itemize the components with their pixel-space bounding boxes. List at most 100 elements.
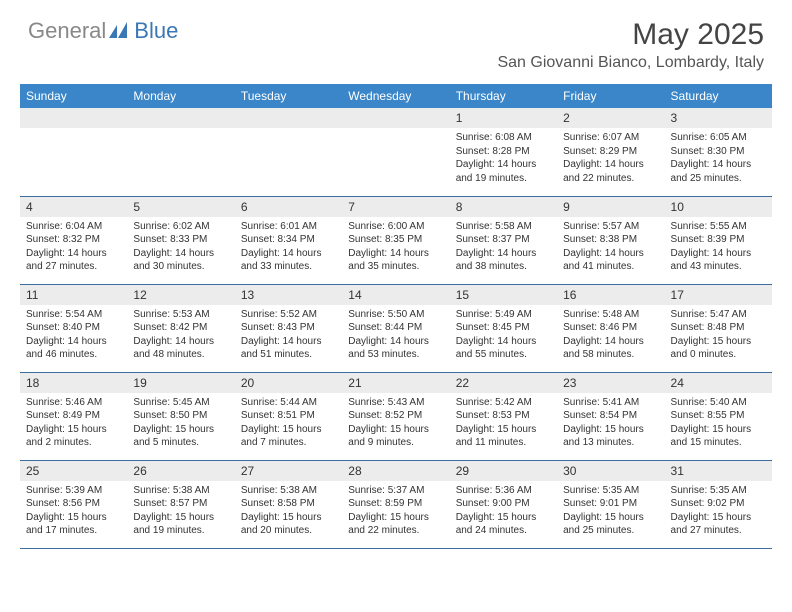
day-number: 21 <box>342 373 449 393</box>
day-number: 24 <box>665 373 772 393</box>
day-cell: 8Sunrise: 5:58 AMSunset: 8:37 PMDaylight… <box>450 196 557 284</box>
day-content: Sunrise: 5:41 AMSunset: 8:54 PMDaylight:… <box>557 393 664 456</box>
day-header: Monday <box>127 84 234 108</box>
day-content: Sunrise: 5:38 AMSunset: 8:58 PMDaylight:… <box>235 481 342 544</box>
day-content: Sunrise: 5:49 AMSunset: 8:45 PMDaylight:… <box>450 305 557 368</box>
day-cell: 4Sunrise: 6:04 AMSunset: 8:32 PMDaylight… <box>20 196 127 284</box>
page-header: General Blue May 2025 San Giovanni Bianc… <box>0 0 792 78</box>
day-content: Sunrise: 6:02 AMSunset: 8:33 PMDaylight:… <box>127 217 234 280</box>
day-number: 1 <box>450 108 557 128</box>
day-content: Sunrise: 5:43 AMSunset: 8:52 PMDaylight:… <box>342 393 449 456</box>
day-content: Sunrise: 5:37 AMSunset: 8:59 PMDaylight:… <box>342 481 449 544</box>
day-content: Sunrise: 5:40 AMSunset: 8:55 PMDaylight:… <box>665 393 772 456</box>
day-content: Sunrise: 5:54 AMSunset: 8:40 PMDaylight:… <box>20 305 127 368</box>
day-number: 16 <box>557 285 664 305</box>
day-cell: 30Sunrise: 5:35 AMSunset: 9:01 PMDayligh… <box>557 460 664 548</box>
day-content: Sunrise: 5:55 AMSunset: 8:39 PMDaylight:… <box>665 217 772 280</box>
day-number: 23 <box>557 373 664 393</box>
day-number: 13 <box>235 285 342 305</box>
day-number: 3 <box>665 108 772 128</box>
day-cell: 1Sunrise: 6:08 AMSunset: 8:28 PMDaylight… <box>450 108 557 196</box>
day-content: Sunrise: 6:05 AMSunset: 8:30 PMDaylight:… <box>665 128 772 191</box>
day-number: 20 <box>235 373 342 393</box>
day-cell <box>20 108 127 196</box>
day-number: 31 <box>665 461 772 481</box>
day-number <box>20 108 127 128</box>
day-cell: 19Sunrise: 5:45 AMSunset: 8:50 PMDayligh… <box>127 372 234 460</box>
day-cell: 10Sunrise: 5:55 AMSunset: 8:39 PMDayligh… <box>665 196 772 284</box>
month-title: May 2025 <box>497 18 764 52</box>
day-number: 11 <box>20 285 127 305</box>
day-content: Sunrise: 6:00 AMSunset: 8:35 PMDaylight:… <box>342 217 449 280</box>
day-header: Sunday <box>20 84 127 108</box>
day-content: Sunrise: 5:46 AMSunset: 8:49 PMDaylight:… <box>20 393 127 456</box>
week-row: 18Sunrise: 5:46 AMSunset: 8:49 PMDayligh… <box>20 372 772 460</box>
day-cell: 2Sunrise: 6:07 AMSunset: 8:29 PMDaylight… <box>557 108 664 196</box>
day-number <box>127 108 234 128</box>
day-number: 29 <box>450 461 557 481</box>
week-row: 11Sunrise: 5:54 AMSunset: 8:40 PMDayligh… <box>20 284 772 372</box>
brand-triangle-icon <box>109 20 131 43</box>
day-header: Friday <box>557 84 664 108</box>
brand-logo: General Blue <box>28 18 178 44</box>
day-number: 30 <box>557 461 664 481</box>
day-number: 25 <box>20 461 127 481</box>
day-cell: 5Sunrise: 6:02 AMSunset: 8:33 PMDaylight… <box>127 196 234 284</box>
location-subtitle: San Giovanni Bianco, Lombardy, Italy <box>497 54 764 72</box>
day-content: Sunrise: 5:35 AMSunset: 9:02 PMDaylight:… <box>665 481 772 544</box>
day-content: Sunrise: 5:39 AMSunset: 8:56 PMDaylight:… <box>20 481 127 544</box>
day-number: 27 <box>235 461 342 481</box>
day-cell: 3Sunrise: 6:05 AMSunset: 8:30 PMDaylight… <box>665 108 772 196</box>
day-cell: 13Sunrise: 5:52 AMSunset: 8:43 PMDayligh… <box>235 284 342 372</box>
day-cell: 24Sunrise: 5:40 AMSunset: 8:55 PMDayligh… <box>665 372 772 460</box>
day-content: Sunrise: 5:38 AMSunset: 8:57 PMDaylight:… <box>127 481 234 544</box>
day-number: 26 <box>127 461 234 481</box>
day-number: 18 <box>20 373 127 393</box>
day-cell <box>235 108 342 196</box>
day-header-row: SundayMondayTuesdayWednesdayThursdayFrid… <box>20 84 772 108</box>
day-content: Sunrise: 5:45 AMSunset: 8:50 PMDaylight:… <box>127 393 234 456</box>
week-row: 1Sunrise: 6:08 AMSunset: 8:28 PMDaylight… <box>20 108 772 196</box>
day-number: 6 <box>235 197 342 217</box>
week-row: 25Sunrise: 5:39 AMSunset: 8:56 PMDayligh… <box>20 460 772 548</box>
day-content: Sunrise: 5:36 AMSunset: 9:00 PMDaylight:… <box>450 481 557 544</box>
day-number: 8 <box>450 197 557 217</box>
day-content: Sunrise: 6:04 AMSunset: 8:32 PMDaylight:… <box>20 217 127 280</box>
day-number: 22 <box>450 373 557 393</box>
day-header: Tuesday <box>235 84 342 108</box>
week-row: 4Sunrise: 6:04 AMSunset: 8:32 PMDaylight… <box>20 196 772 284</box>
day-cell: 17Sunrise: 5:47 AMSunset: 8:48 PMDayligh… <box>665 284 772 372</box>
day-number: 14 <box>342 285 449 305</box>
day-cell: 16Sunrise: 5:48 AMSunset: 8:46 PMDayligh… <box>557 284 664 372</box>
day-cell: 25Sunrise: 5:39 AMSunset: 8:56 PMDayligh… <box>20 460 127 548</box>
day-content: Sunrise: 5:52 AMSunset: 8:43 PMDaylight:… <box>235 305 342 368</box>
calendar-table: SundayMondayTuesdayWednesdayThursdayFrid… <box>20 84 772 549</box>
day-number: 4 <box>20 197 127 217</box>
day-content: Sunrise: 6:01 AMSunset: 8:34 PMDaylight:… <box>235 217 342 280</box>
day-number: 17 <box>665 285 772 305</box>
day-cell <box>342 108 449 196</box>
day-cell: 29Sunrise: 5:36 AMSunset: 9:00 PMDayligh… <box>450 460 557 548</box>
day-header: Thursday <box>450 84 557 108</box>
day-number: 5 <box>127 197 234 217</box>
day-number: 28 <box>342 461 449 481</box>
day-content: Sunrise: 5:47 AMSunset: 8:48 PMDaylight:… <box>665 305 772 368</box>
day-cell: 23Sunrise: 5:41 AMSunset: 8:54 PMDayligh… <box>557 372 664 460</box>
day-content: Sunrise: 6:07 AMSunset: 8:29 PMDaylight:… <box>557 128 664 191</box>
day-content: Sunrise: 5:53 AMSunset: 8:42 PMDaylight:… <box>127 305 234 368</box>
day-content: Sunrise: 6:08 AMSunset: 8:28 PMDaylight:… <box>450 128 557 191</box>
day-header: Saturday <box>665 84 772 108</box>
day-cell: 12Sunrise: 5:53 AMSunset: 8:42 PMDayligh… <box>127 284 234 372</box>
calendar-body: 1Sunrise: 6:08 AMSunset: 8:28 PMDaylight… <box>20 108 772 548</box>
day-number: 7 <box>342 197 449 217</box>
day-number <box>342 108 449 128</box>
day-cell: 14Sunrise: 5:50 AMSunset: 8:44 PMDayligh… <box>342 284 449 372</box>
day-cell: 31Sunrise: 5:35 AMSunset: 9:02 PMDayligh… <box>665 460 772 548</box>
day-number: 19 <box>127 373 234 393</box>
day-number: 9 <box>557 197 664 217</box>
brand-text-general: General <box>28 18 106 44</box>
title-block: May 2025 San Giovanni Bianco, Lombardy, … <box>497 18 764 72</box>
day-cell: 26Sunrise: 5:38 AMSunset: 8:57 PMDayligh… <box>127 460 234 548</box>
day-cell: 9Sunrise: 5:57 AMSunset: 8:38 PMDaylight… <box>557 196 664 284</box>
day-cell: 6Sunrise: 6:01 AMSunset: 8:34 PMDaylight… <box>235 196 342 284</box>
